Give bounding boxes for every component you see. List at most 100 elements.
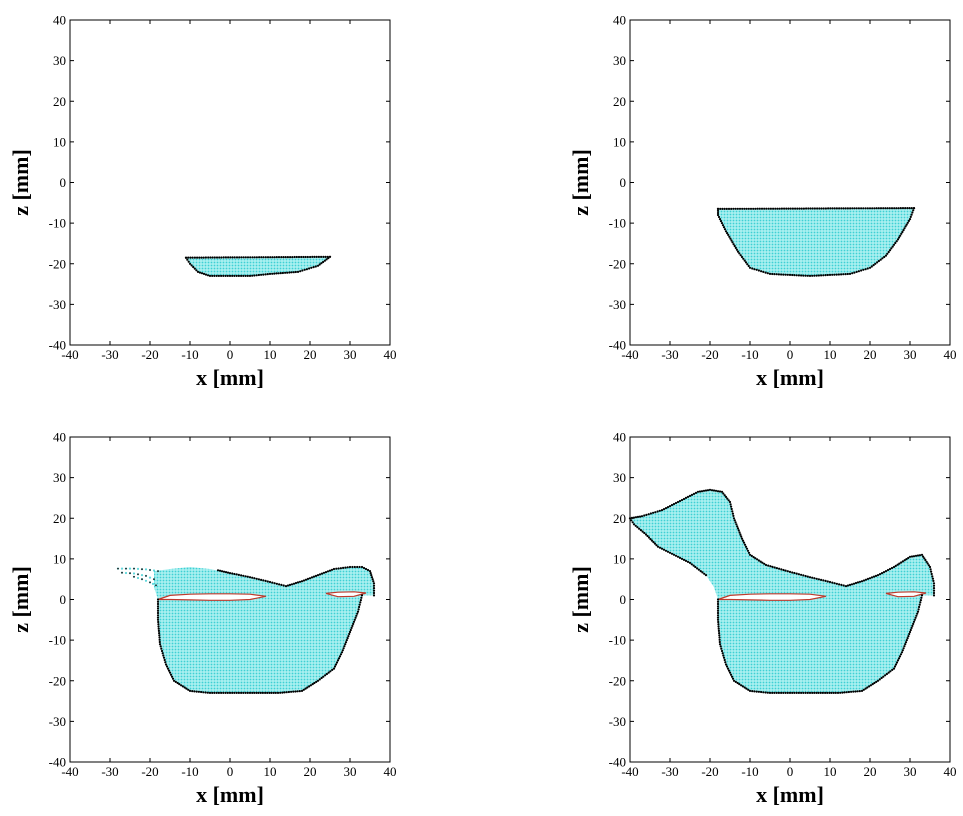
edge-point [308, 267, 311, 270]
edge-point [829, 207, 832, 210]
edge-point [161, 652, 164, 655]
edge-point [866, 267, 869, 270]
edge-point [295, 255, 298, 259]
edge-point [786, 570, 789, 573]
edge-point [306, 255, 309, 259]
edge-point [756, 558, 759, 561]
edge-point [776, 207, 779, 210]
edge-point [337, 657, 341, 660]
edge-point [902, 647, 905, 650]
edge-point [868, 207, 872, 210]
edge-point [862, 207, 865, 210]
edge-point [807, 207, 810, 210]
edge-point [720, 490, 724, 493]
x-tick-label: 0 [227, 347, 234, 362]
edge-point [137, 573, 139, 576]
edge-point [736, 681, 739, 685]
edge-point [786, 691, 789, 695]
edge-point [780, 273, 783, 276]
edge-point [684, 496, 688, 499]
edge-point [919, 599, 923, 602]
x-tick-label: 40 [944, 764, 957, 779]
edge-point [740, 535, 743, 538]
edge-point [775, 691, 778, 695]
edge-point [347, 635, 350, 638]
data-point [136, 576, 140, 580]
edge-point [145, 575, 147, 577]
edge-point [356, 610, 360, 613]
edge-point [227, 256, 230, 259]
edge-point [198, 271, 202, 274]
edge-point [294, 581, 298, 585]
edge-point [157, 623, 160, 626]
edge-point [316, 679, 320, 682]
edge-point [244, 274, 247, 277]
edge-point [716, 600, 720, 603]
edge-point [808, 576, 812, 579]
edge-point [292, 690, 295, 693]
edge-point [636, 515, 640, 519]
edge-point [359, 601, 362, 604]
edge-point [204, 273, 208, 276]
edge-point [816, 207, 819, 210]
edge-point [719, 220, 723, 223]
edge-point [169, 673, 173, 676]
edge-point [200, 690, 203, 694]
edge-point [875, 680, 878, 684]
subplot-top-right: -40 -30 -20 -10 0 10 20 30 40 40 30 20 10 0 -10 -20 -30 -… [568, 13, 957, 391]
edge-point [678, 499, 682, 503]
edge-point [235, 691, 238, 695]
edge-point [231, 274, 234, 277]
edge-point [871, 683, 874, 686]
edge-point [170, 675, 174, 678]
edge-point [796, 207, 799, 210]
edge-point [891, 245, 894, 248]
y-tick-label: 10 [613, 134, 626, 149]
edge-point [732, 517, 736, 520]
edge-point [678, 556, 682, 560]
edge-point [870, 265, 873, 268]
edge-point [904, 641, 908, 644]
edge-point [849, 207, 852, 210]
edge-point [299, 270, 302, 273]
edge-point [813, 577, 816, 580]
edge-point [838, 583, 841, 586]
edge-point [716, 211, 720, 215]
edge-point [211, 256, 214, 259]
data-point [152, 569, 156, 572]
edge-point [322, 260, 325, 264]
edge-point [906, 221, 909, 224]
edge-point [696, 567, 699, 570]
edge-point [309, 255, 312, 259]
edge-point [907, 556, 910, 560]
edge-point [133, 575, 135, 578]
edge-point [355, 614, 358, 617]
edge-point [285, 691, 288, 694]
edge-point [811, 207, 814, 210]
edge-point [708, 488, 712, 491]
y-tick-label: -40 [49, 338, 66, 353]
edge-point [723, 494, 726, 497]
edge-point [701, 571, 704, 574]
edge-point [237, 274, 240, 277]
edge-point [817, 578, 821, 581]
edge-point [213, 691, 216, 695]
edge-point [724, 230, 728, 233]
edge-point [920, 596, 923, 599]
edge-point [344, 643, 347, 646]
edge-point [360, 565, 364, 569]
edge-point [716, 207, 720, 210]
edge-point [322, 571, 326, 574]
edge-point [157, 620, 160, 624]
edge-point [815, 274, 818, 277]
edge-point [206, 691, 209, 694]
edge-point [716, 209, 720, 212]
edge-point [334, 663, 338, 666]
x-tick-label: 20 [864, 764, 877, 779]
edge-point [358, 565, 361, 569]
edge-point [167, 669, 171, 672]
edge-point [188, 262, 192, 265]
edge-point [734, 521, 737, 524]
edge-point [929, 568, 932, 571]
edge-point [932, 594, 936, 597]
